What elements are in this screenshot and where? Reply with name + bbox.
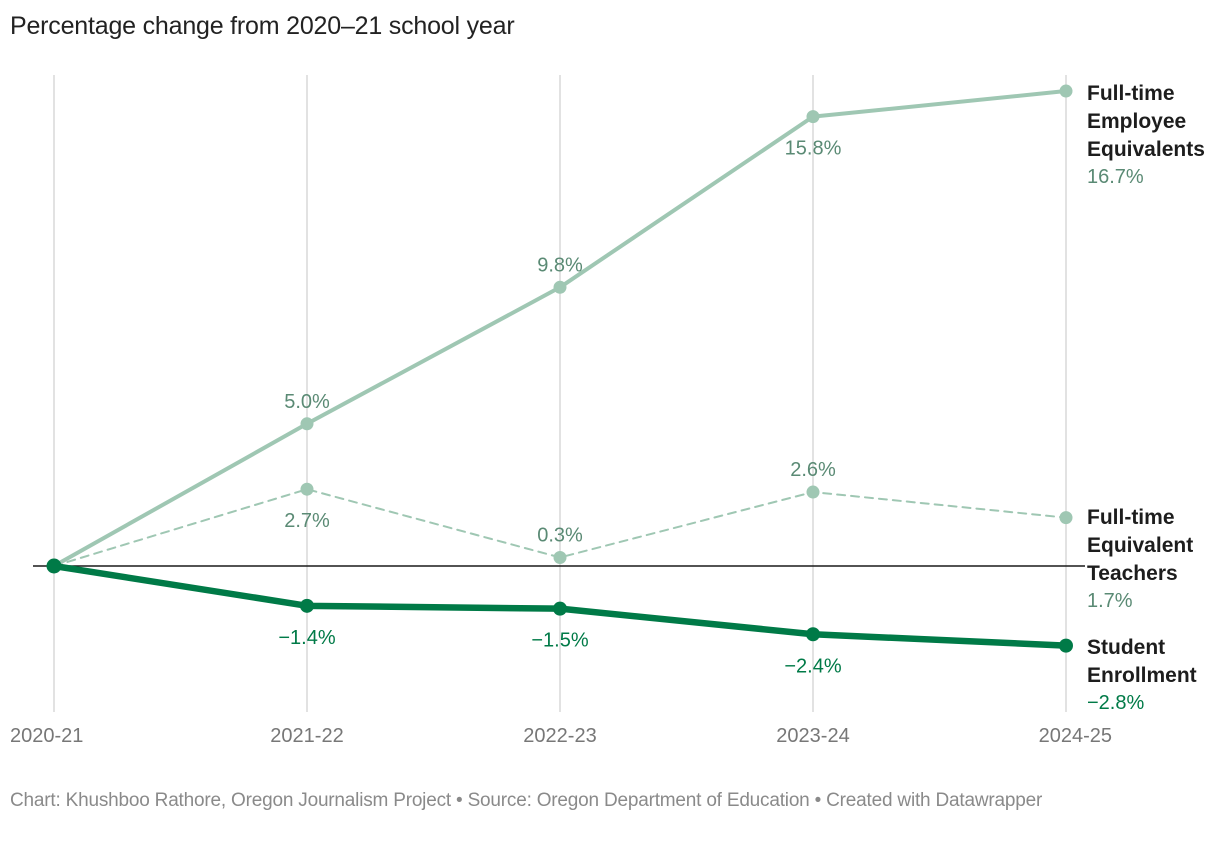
series-name-label: Teachers (1087, 562, 1178, 585)
data-label: 5.0% (284, 391, 330, 413)
x-tick-label: 2020-21 (10, 725, 83, 747)
series-name-labels: Full-time Employee Equivalents 16.7% Full-ti… (1087, 82, 1205, 714)
data-point (300, 598, 314, 613)
data-label: 15.8% (785, 138, 842, 160)
series-name-label: Equivalent (1087, 534, 1193, 557)
x-axis: 2020-21 2021-22 2022-23 2023-24 2024-25 (10, 725, 1112, 747)
data-point (1059, 84, 1073, 98)
series-name-label: Full-time (1087, 506, 1175, 529)
chart-title: Percentage change from 2020–21 school ye… (10, 12, 515, 40)
data-point (553, 550, 567, 564)
data-labels: 5.0% 9.8% 15.8% 2.7% 0.3% 2.6% −1.4% −1.5% −2.4% (278, 138, 841, 678)
gridlines (53, 75, 1067, 712)
series-end-value: 16.7% (1087, 166, 1144, 188)
data-point (806, 627, 820, 642)
series-end-value: −2.8% (1087, 692, 1144, 714)
series-points (46, 84, 1073, 653)
series-end-value: 1.7% (1087, 590, 1133, 612)
series-name-label: Enrollment (1087, 664, 1197, 687)
data-label: −2.4% (784, 655, 841, 677)
series-name-label: Student (1087, 636, 1165, 659)
data-label: 2.7% (284, 510, 330, 532)
data-label: 9.8% (537, 254, 583, 276)
data-point (1059, 511, 1073, 525)
series-name-label: Full-time (1087, 82, 1175, 105)
data-point (300, 417, 314, 431)
data-point (553, 601, 567, 616)
data-point (806, 485, 820, 499)
x-tick-label: 2021-22 (270, 725, 343, 747)
data-point (553, 280, 567, 294)
data-label: 2.6% (790, 459, 836, 481)
series-name-label: Employee (1087, 110, 1186, 133)
data-point (1059, 638, 1073, 653)
x-tick-label: 2024-25 (1039, 725, 1112, 747)
x-tick-label: 2023-24 (776, 725, 849, 747)
data-point (806, 110, 820, 124)
series-name-label: Equivalents (1087, 138, 1205, 161)
data-point (300, 482, 314, 496)
data-label: −1.5% (531, 630, 588, 652)
data-label: 0.3% (537, 524, 583, 546)
x-tick-label: 2022-23 (523, 725, 596, 747)
chart-footer-credits: Chart: Khushboo Rathore, Oregon Journali… (10, 790, 1043, 811)
data-point (46, 558, 62, 574)
data-label: −1.4% (278, 627, 335, 649)
